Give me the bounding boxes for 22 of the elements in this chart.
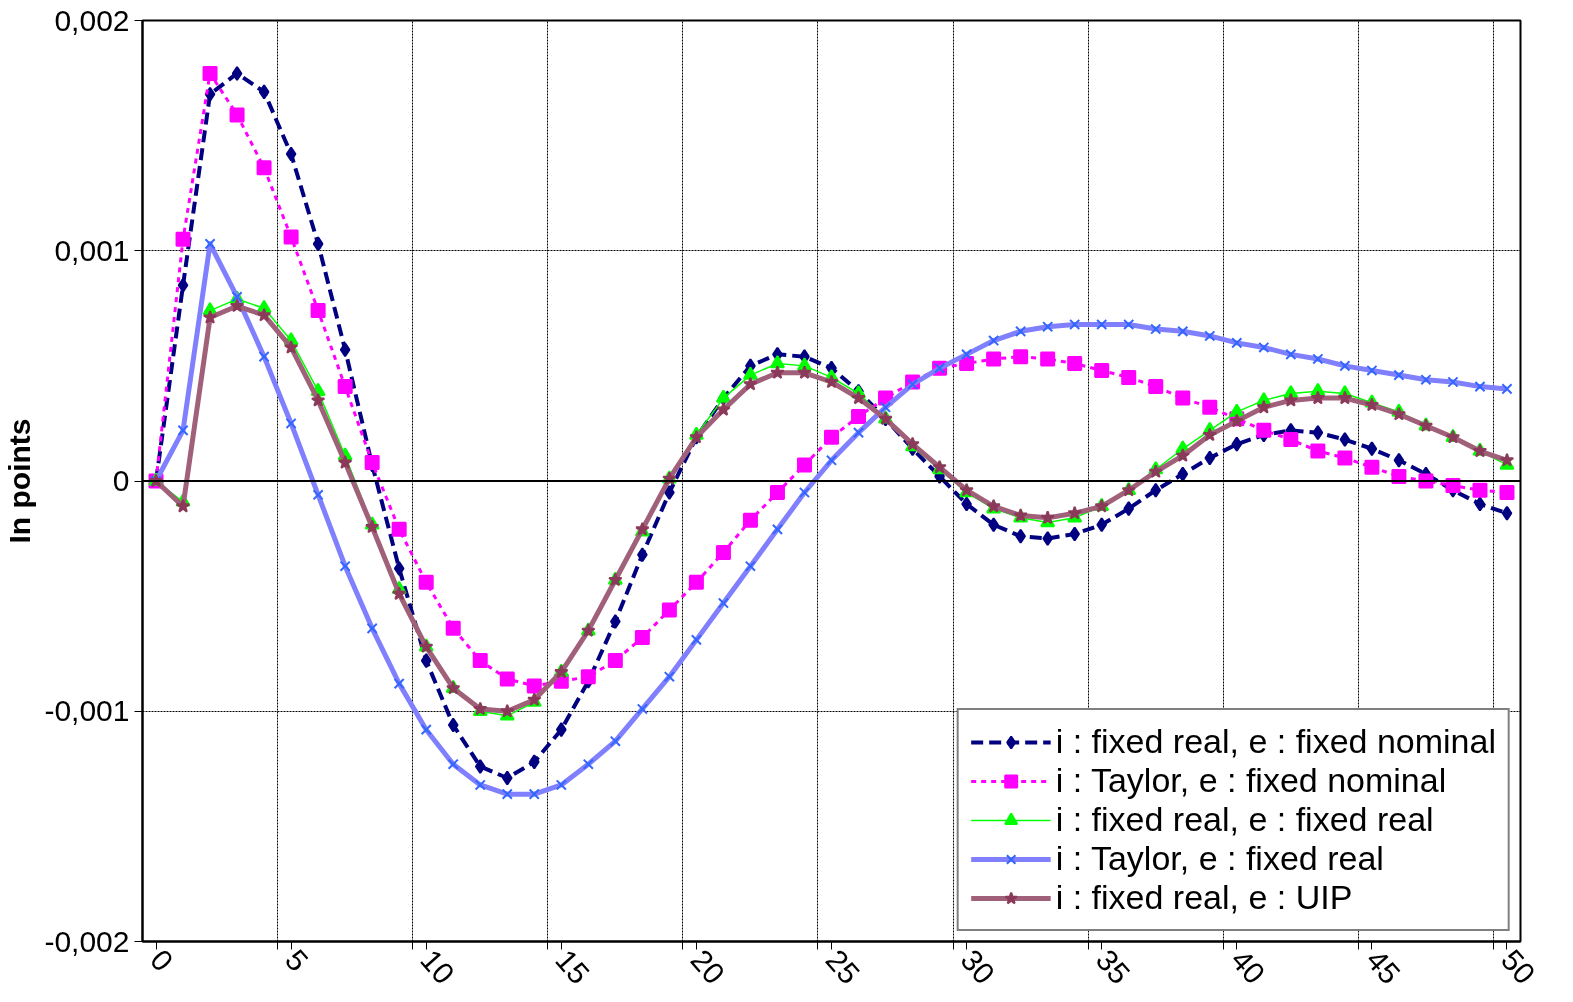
legend-label: i : fixed real, e : fixed nominal [1055, 722, 1496, 761]
x-tick-label: 50 [1494, 943, 1542, 991]
x-tick-label: 35 [1089, 943, 1137, 991]
x-tick-label: 40 [1224, 943, 1272, 991]
y-tick-label: 0,001 [54, 233, 130, 267]
y-axis-title: In points [3, 418, 37, 544]
y-tick-label: 0 [112, 464, 130, 497]
y-tick-label: 0,002 [54, 3, 130, 37]
x-tick-label: 45 [1359, 943, 1407, 991]
x-tick-label: 30 [954, 943, 1002, 991]
x-tick-label: 25 [819, 943, 867, 991]
legend-label: i : Taylor, e : fixed nominal [1055, 761, 1447, 800]
y-tick-label: -0,001 [44, 694, 130, 728]
x-tick-label: 20 [684, 943, 732, 991]
legend-label: i : fixed real, e : fixed real [1055, 800, 1434, 839]
x-tick-label: 0 [143, 943, 180, 978]
legend-label: i : fixed real, e : UIP [1055, 878, 1353, 917]
x-tick-label: 5 [279, 943, 315, 978]
x-tick-label: 15 [549, 943, 597, 991]
legend-label: i : Taylor, e : fixed real [1055, 839, 1384, 878]
x-tick-label: 10 [414, 943, 461, 991]
y-tick-label: -0,002 [44, 924, 130, 958]
